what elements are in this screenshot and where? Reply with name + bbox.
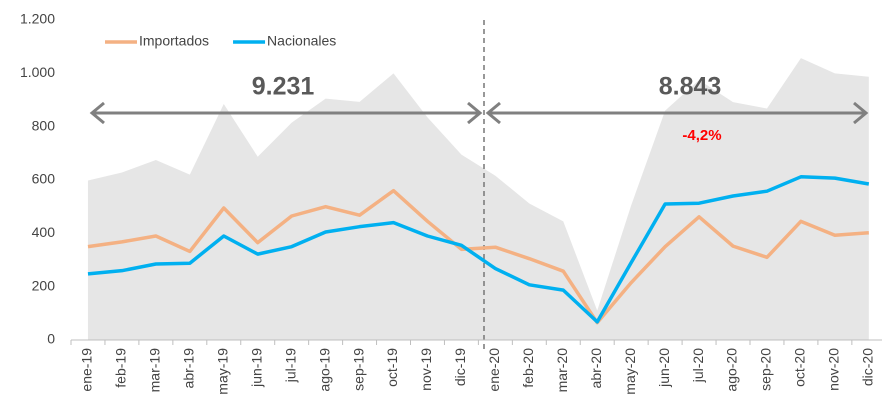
x-tick-label: abr-19: [181, 348, 197, 389]
x-tick-label: may-20: [622, 348, 638, 395]
arrows: [89, 101, 869, 125]
x-tick-label: jul-19: [282, 348, 298, 383]
line: [87, 188, 869, 325]
x-tick-label: may-19: [214, 348, 230, 395]
x-tick-label: ene-19: [79, 348, 95, 392]
x-tick-label: ago-20: [724, 348, 740, 392]
x-tick-label: sep-19: [350, 348, 366, 391]
x-tick-label: nov-19: [418, 348, 434, 391]
annotation: -4,2%: [682, 127, 721, 144]
legend-label: Nacionales: [267, 33, 336, 49]
y-tick-label: 400: [32, 224, 56, 240]
x-tick-label: jul-20: [690, 348, 706, 383]
x-tick-label: sep-20: [758, 348, 774, 391]
y-tick-label: 1.000: [20, 64, 55, 80]
x-tick-label: nov-20: [826, 348, 842, 391]
x-tick-label: feb-20: [520, 348, 536, 388]
x-tick-label: jun-20: [656, 348, 672, 388]
x-tick-label: jun-19: [248, 348, 264, 388]
x-tick-label: ago-19: [316, 348, 332, 392]
x-tick-label: feb-19: [113, 348, 129, 388]
annotation: 9.231: [252, 73, 315, 101]
y-tick-label: 0: [47, 331, 55, 347]
x-tick-label: ene-20: [486, 348, 502, 392]
x-tick-label: oct-20: [792, 348, 808, 387]
legend-label: Importados: [139, 33, 209, 49]
x-tick-label: dic-19: [452, 348, 468, 386]
y-tick-label: 600: [32, 171, 56, 187]
y-tick-label: 800: [32, 117, 56, 133]
x-tick-label: oct-19: [384, 348, 400, 387]
x-tick-label: dic-20: [860, 348, 876, 386]
x-tick-label: mar-20: [554, 348, 570, 393]
x-tick-label: mar-19: [147, 348, 163, 393]
y-tick-label: 1.200: [20, 11, 55, 27]
line: [87, 175, 870, 324]
x-tick-label: abr-20: [588, 348, 604, 389]
y-tick-label: 200: [32, 277, 56, 293]
area: [87, 58, 869, 341]
annotation: 8.843: [659, 73, 722, 101]
